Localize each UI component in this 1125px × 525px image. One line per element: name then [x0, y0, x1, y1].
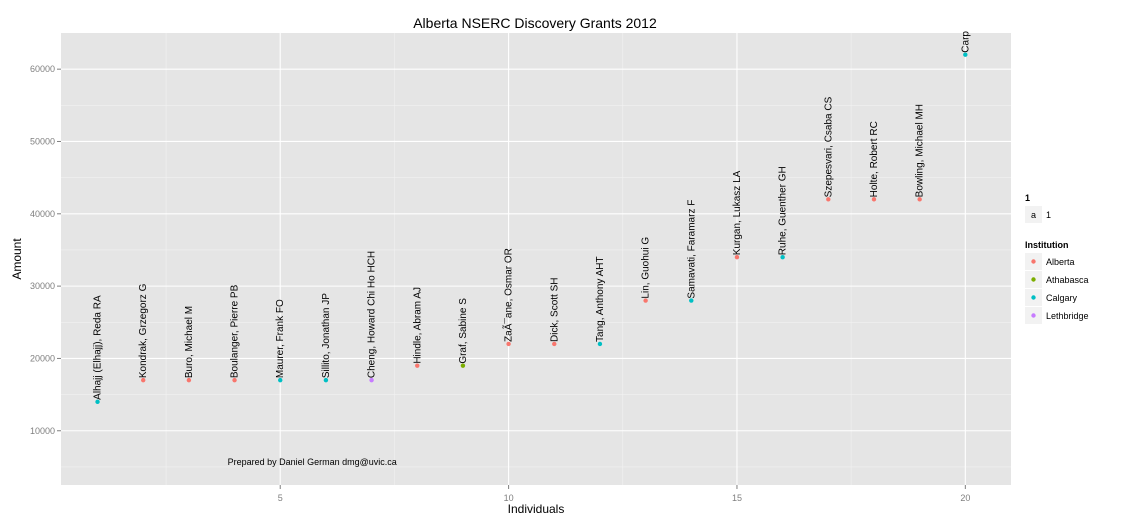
- prepared-by-note: Prepared by Daniel German dmg@uvic.ca: [228, 457, 397, 467]
- plot-panel: [61, 33, 1011, 485]
- legend-swatch: [1031, 313, 1036, 318]
- data-point: [278, 377, 283, 383]
- data-point: [141, 377, 146, 383]
- data-point: [323, 377, 329, 383]
- data-point: [552, 341, 557, 347]
- point-label: Carp: [960, 31, 971, 53]
- point-label: Kondrak, Grzegorz G: [138, 283, 149, 378]
- legend-swatch: [1031, 295, 1036, 300]
- y-tick-label: 60000: [30, 64, 55, 74]
- data-point: [871, 197, 877, 202]
- y-tick-label: 40000: [30, 209, 55, 219]
- data-point: [689, 298, 694, 303]
- data-point: [597, 341, 603, 347]
- point-label: Alhajj (Elhajj), Reda RA: [93, 295, 104, 400]
- point-label: Samavati, Faramarz F: [686, 200, 697, 299]
- x-axis-ticks: 5 10 15 20: [278, 485, 970, 503]
- x-tick-label: 15: [732, 493, 742, 503]
- point-label: Buro, Michael M: [184, 306, 195, 378]
- point-label: Boulanger, Pierre PB: [230, 284, 241, 378]
- size-legend-label: 1: [1046, 210, 1051, 220]
- y-axis-ticks: 10000 20000 30000 40000 50000 60000: [30, 64, 61, 436]
- data-point: [963, 52, 968, 57]
- point-label: Dick, Scott SH: [549, 278, 560, 342]
- data-point: [734, 254, 740, 260]
- data-point: [232, 377, 237, 383]
- x-axis-title: Individuals: [508, 502, 565, 516]
- institution-legend-title: Institution: [1025, 240, 1069, 250]
- size-legend-key: [1025, 206, 1042, 223]
- institution-legend: Institution Alberta Athabasca Calgary Lethb…: [1025, 240, 1089, 324]
- y-tick-label: 20000: [30, 353, 55, 363]
- legend-swatch: [1031, 277, 1036, 282]
- point-label: Graf, Sabine S: [458, 298, 469, 364]
- x-tick-label: 20: [960, 493, 970, 503]
- data-points: [95, 52, 968, 405]
- legend-label: Alberta: [1046, 257, 1075, 267]
- point-label: Hindle, Abram AJ: [412, 287, 423, 364]
- y-tick-label: 30000: [30, 281, 55, 291]
- data-point: [186, 377, 192, 383]
- point-label: Ruhe, Guenther GH: [778, 166, 789, 255]
- legend-label: Athabasca: [1046, 275, 1089, 285]
- point-label: Tang, Anthony AHT: [595, 256, 606, 342]
- size-legend-title: 1: [1025, 193, 1030, 203]
- data-point: [369, 377, 374, 383]
- data-point: [780, 254, 785, 260]
- point-label: Sillito, Jonathan JP: [321, 293, 332, 378]
- data-point: [917, 197, 922, 202]
- point-label: Szepesvari, Csaba CS: [823, 96, 834, 197]
- size-legend: 1 a 1: [1025, 193, 1051, 223]
- point-label: Holte, Robert RC: [869, 121, 880, 197]
- data-point: [826, 197, 831, 202]
- point-label: Cheng, Howard Chi Ho HCH: [367, 251, 378, 378]
- legend-label: Calgary: [1046, 293, 1078, 303]
- minor-grid: [61, 33, 1011, 485]
- chart-title: Alberta NSERC Discovery Grants 2012: [413, 15, 657, 31]
- x-tick-label: 10: [504, 493, 514, 503]
- y-axis-title: Amount: [10, 238, 24, 280]
- point-label: Bowling, Michael MH: [915, 104, 926, 197]
- x-tick-label: 5: [278, 493, 283, 503]
- data-point: [415, 363, 420, 368]
- size-legend-key-symbol: a: [1031, 210, 1036, 220]
- data-point: [506, 341, 511, 347]
- point-label: Lin, Guohui G: [641, 237, 652, 299]
- legend-label: Lethbridge: [1046, 311, 1089, 321]
- point-label: Maurer, Frank FO: [275, 299, 286, 378]
- data-point: [643, 298, 648, 303]
- y-tick-label: 50000: [30, 136, 55, 146]
- data-point: [95, 399, 100, 405]
- data-point: [460, 363, 466, 368]
- point-label: ZaÃ¯ane, Osmar OR: [502, 248, 515, 342]
- y-tick-label: 10000: [30, 426, 55, 436]
- legend-swatch: [1031, 259, 1036, 264]
- point-label: Kurgan, Lukasz LA: [732, 170, 743, 255]
- point-labels: Alhajj (Elhajj), Reda RA Kondrak, Grzegor…: [93, 31, 972, 400]
